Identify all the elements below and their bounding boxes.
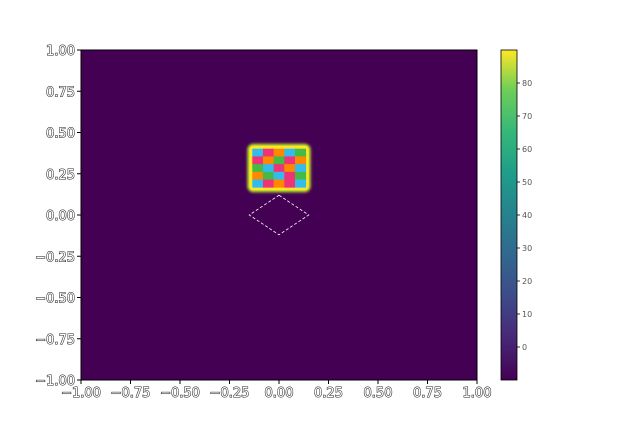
patch-cell — [273, 156, 285, 165]
y-tick-label: −0.75 — [35, 333, 75, 348]
patch-cell — [262, 171, 275, 180]
y-tick-label: −0.50 — [35, 292, 75, 307]
y-tick-label: 0.75 — [46, 85, 75, 100]
patch-cell — [273, 171, 285, 180]
patch-cell — [262, 148, 275, 157]
patch-cell — [273, 179, 285, 188]
y-tick-label: 0.25 — [46, 168, 75, 183]
patch-cell — [295, 148, 307, 157]
patch-cell — [295, 164, 307, 173]
patch-cell — [252, 171, 264, 180]
colorbar-tick-label: 80 — [522, 79, 532, 88]
patch-cell — [262, 156, 275, 165]
patch-cell — [284, 156, 296, 165]
patch-cell — [252, 164, 264, 173]
colorbar-tick-label: 60 — [522, 145, 532, 154]
x-tick-label: 1.00 — [463, 386, 492, 401]
patch-cell — [284, 148, 296, 157]
x-tick-label: 0.75 — [413, 386, 442, 401]
colorbar-tick-label: 30 — [522, 244, 532, 253]
patch-cell — [284, 164, 296, 173]
patch-cell — [252, 179, 264, 188]
x-tick-label: −0.75 — [111, 386, 151, 401]
patch-cell — [273, 164, 285, 173]
patch-cell — [295, 171, 307, 180]
patch-cell — [262, 179, 275, 188]
colorbar-tick-label: 50 — [522, 178, 532, 187]
x-tick-label: −0.50 — [160, 386, 200, 401]
patch-cell — [252, 156, 264, 165]
colorbar-gradient — [501, 50, 517, 380]
y-tick-label: 0.00 — [46, 209, 75, 224]
x-tick-label: 0.50 — [364, 386, 393, 401]
patch-cell — [295, 156, 307, 165]
patch-cell — [273, 148, 285, 157]
patch-cell — [262, 164, 275, 173]
y-tick-label: 1.00 — [46, 44, 75, 59]
y-tick-label: −1.00 — [35, 374, 75, 389]
x-tick-label: 0.00 — [265, 386, 294, 401]
patch-cell — [252, 148, 264, 157]
patch-cell — [295, 179, 307, 188]
y-tick-label: 0.50 — [46, 127, 75, 142]
colorbar-tick-label: 70 — [522, 112, 532, 121]
patch-cell — [284, 171, 296, 180]
colorbar-tick-label: 10 — [522, 310, 532, 319]
x-tick-label: −0.25 — [210, 386, 250, 401]
y-tick-label: −0.25 — [35, 250, 75, 265]
x-tick-label: −1.00 — [61, 386, 101, 401]
diamond-outline — [248, 194, 310, 236]
patch-cell — [284, 179, 296, 188]
colorbar-tick-label: 20 — [522, 277, 532, 286]
colorbar-tick-label: 0 — [522, 343, 527, 352]
heatmap-background — [81, 50, 477, 380]
x-tick-label: 0.25 — [314, 386, 343, 401]
colorbar-tick-label: 40 — [522, 211, 532, 220]
